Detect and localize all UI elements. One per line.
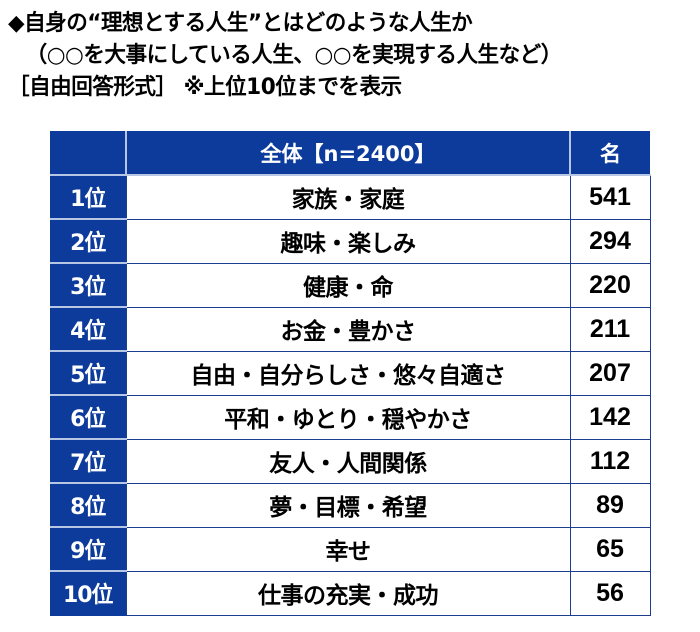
rank-cell: 3位 [50, 263, 126, 308]
count-cell: 142 [569, 394, 651, 440]
count-cell: 294 [569, 218, 651, 264]
table-row: 9位 幸せ 65 [50, 526, 651, 572]
answer-cell: 趣味・楽しみ [125, 218, 571, 264]
title-subtitle: （○○を大事にしている人生、○○を実現する人生など） [25, 43, 563, 68]
table-row: 5位 自由・自分らしさ・悠々自適さ 207 [50, 350, 651, 396]
answer-cell: 平和・ゆとり・穏やかさ [125, 394, 571, 440]
rank-cell: 1位 [50, 175, 126, 220]
rank-cell: 8位 [50, 483, 126, 528]
count-cell: 112 [569, 438, 651, 484]
count-cell: 211 [569, 306, 651, 352]
table-row: 4位 お金・豊かさ 211 [50, 306, 651, 352]
rank-cell: 4位 [50, 307, 126, 352]
table-header-row: 全体【n=2400】 名 [50, 131, 650, 176]
table-row: 10位 仕事の充実・成功 56 [50, 570, 651, 616]
rank-cell: 10位 [50, 571, 126, 616]
answer-cell: 自由・自分らしさ・悠々自適さ [125, 350, 571, 396]
table-row: 2位 趣味・楽しみ 294 [50, 218, 651, 264]
rank-cell: 6位 [50, 395, 126, 440]
answer-cell: 夢・目標・希望 [125, 482, 571, 528]
header-rank-cell [50, 131, 127, 176]
header-count-cell: 名 [570, 131, 650, 176]
ranking-table: 全体【n=2400】 名 1位 家族・家庭 541 2位 趣味・楽しみ 294 … [50, 131, 651, 616]
answer-cell: お金・豊かさ [125, 306, 571, 352]
rank-cell: 7位 [50, 439, 126, 484]
table-row: 8位 夢・目標・希望 89 [50, 482, 651, 528]
rank-cell: 5位 [50, 351, 126, 396]
count-cell: 89 [569, 482, 651, 528]
table-row: 3位 健康・命 220 [50, 262, 651, 308]
header-answer-cell: 全体【n=2400】 [126, 131, 571, 176]
title-block: ◆自身の“理想とする人生”とはどのような人生か （○○を大事にしている人生、○○… [8, 8, 698, 104]
count-cell: 56 [569, 570, 651, 616]
title-note: ［自由回答形式］ ※上位10位までを表示 [8, 75, 402, 100]
rank-cell: 2位 [50, 219, 126, 264]
answer-cell: 幸せ [125, 526, 571, 572]
table-row: 6位 平和・ゆとり・穏やかさ 142 [50, 394, 651, 440]
count-cell: 207 [569, 350, 651, 396]
answer-cell: 健康・命 [125, 262, 571, 308]
count-cell: 541 [569, 174, 651, 220]
answer-cell: 仕事の充実・成功 [125, 570, 571, 616]
answer-cell: 家族・家庭 [125, 174, 571, 220]
answer-cell: 友人・人間関係 [125, 438, 571, 484]
page-title: ◆自身の“理想とする人生”とはどのような人生か [8, 11, 473, 36]
count-cell: 65 [569, 526, 651, 572]
table-row: 1位 家族・家庭 541 [50, 174, 651, 220]
table-row: 7位 友人・人間関係 112 [50, 438, 651, 484]
rank-cell: 9位 [50, 527, 126, 572]
count-cell: 220 [569, 262, 651, 308]
